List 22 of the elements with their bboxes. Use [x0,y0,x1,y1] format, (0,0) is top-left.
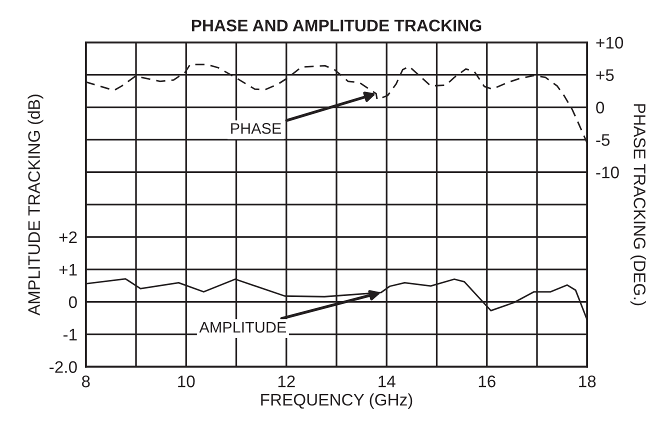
x-tick-label: 14 [378,376,396,388]
x-tick-label: 8 [82,376,90,388]
y2-tick-label: -10 [596,166,619,178]
x-tick-label: 16 [478,376,496,388]
x-tick-label: 18 [579,376,596,388]
y-tick-label: -1 [63,328,77,340]
x-tick-label: 12 [278,376,295,388]
annotation: PHASE [231,123,281,134]
y-tick-label: +2 [59,231,77,244]
y2-tick-label: +10 [596,36,624,49]
y2-tick-label: -5 [596,134,610,146]
chart-title: PHASE AND AMPLITUDE TRACKING [192,20,482,32]
annotation: AMPLITUDE [199,322,286,333]
y-tick-label: 0 [68,296,77,308]
y-axis-title: AMPLITUDE TRACKING (dB) [28,94,44,316]
y-tick-label: +1 [59,264,77,276]
x-axis-title: FREQUENCY (GHz) [261,393,412,409]
y2-tick-label: +5 [596,69,614,82]
x-tick-label: 10 [178,376,195,388]
y2-axis-title: PHASE TRACKING (DEG.) [630,104,646,306]
y-tick-label: -2.0 [50,361,77,373]
y2-tick-label: 0 [596,102,604,114]
